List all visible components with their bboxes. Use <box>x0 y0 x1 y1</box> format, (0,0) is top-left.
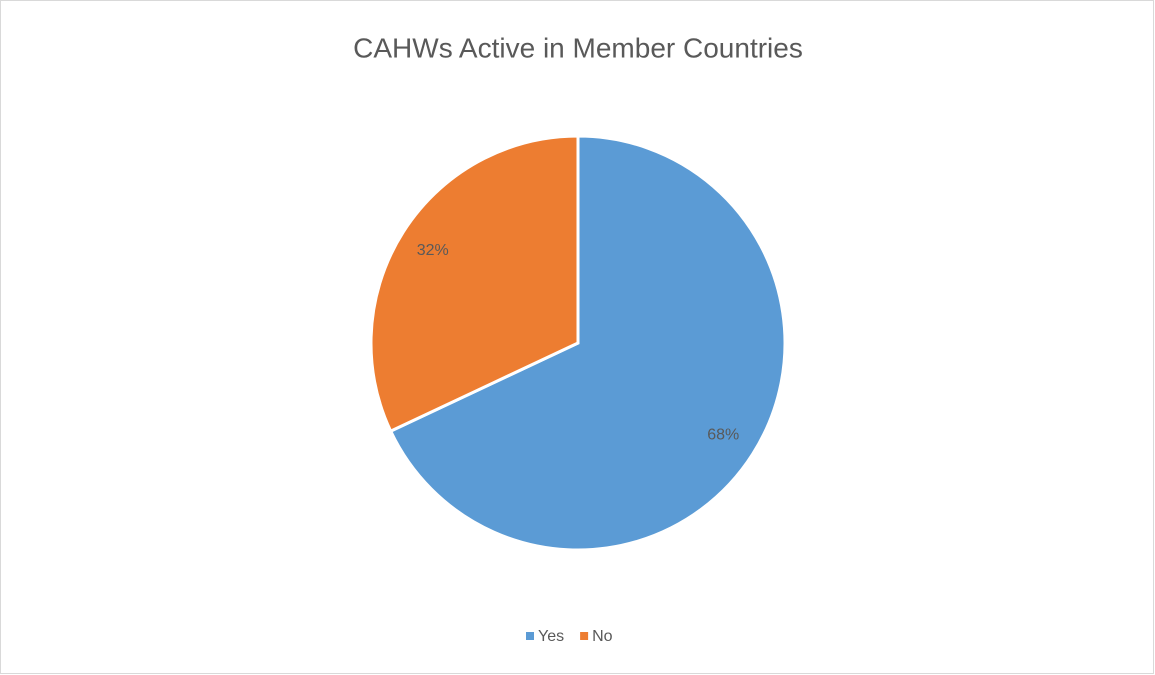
legend-label: Yes <box>538 628 564 645</box>
legend-swatch <box>580 632 589 640</box>
chart-title: CAHWs Active in Member Countries <box>353 32 803 63</box>
data-label: 68% <box>707 426 739 443</box>
legend-label: No <box>592 628 613 645</box>
data-label: 32% <box>417 242 449 259</box>
pie-slice <box>388 134 787 552</box>
pie-slice <box>369 134 580 434</box>
legend-swatch <box>526 632 534 640</box>
